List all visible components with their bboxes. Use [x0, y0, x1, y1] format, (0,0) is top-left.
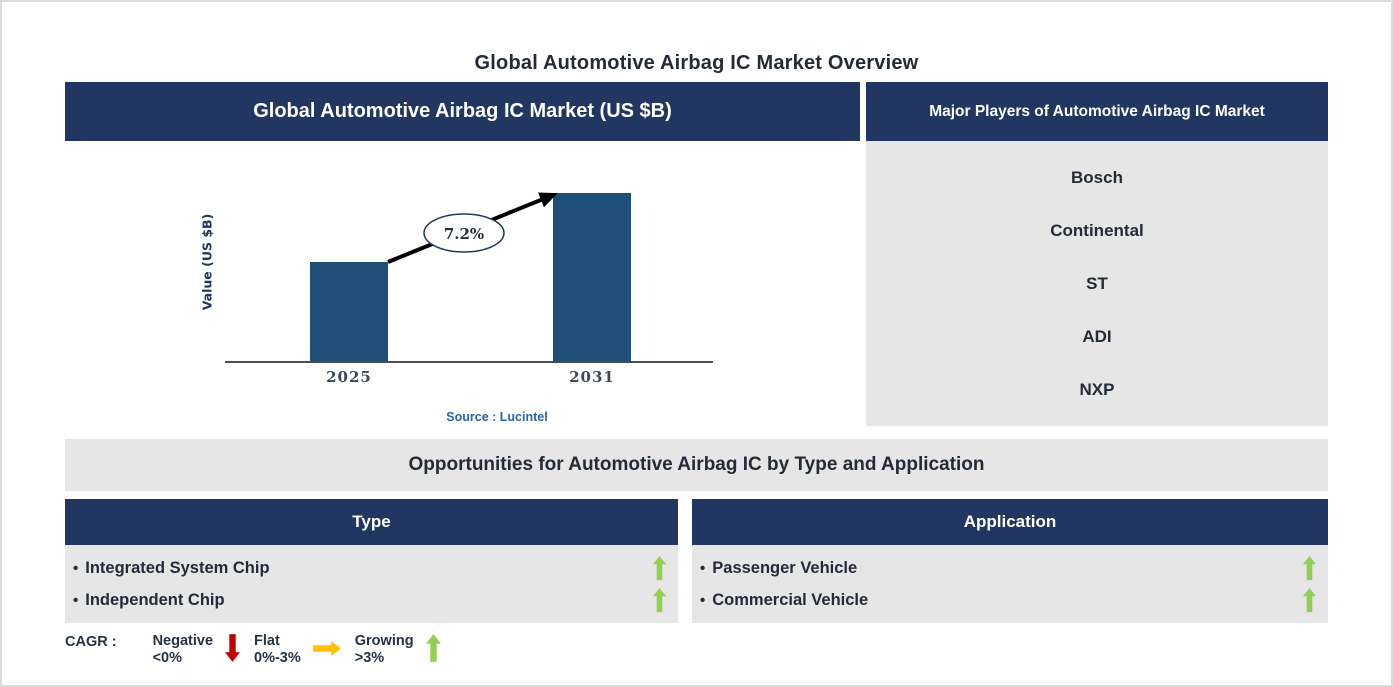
legend-entry-flat: Flat 0%-3% — [254, 633, 355, 667]
list-item: • Independent Chip — [73, 587, 668, 613]
chart-panel-header: Global Automotive Airbag IC Market (US $… — [65, 82, 860, 141]
bullet: • — [73, 591, 79, 609]
page-title: Global Automotive Airbag IC Market Overv… — [474, 52, 919, 74]
legend-range: 0%-3% — [254, 650, 301, 666]
list-item-label: Integrated System Chip — [85, 558, 270, 577]
application-header: Application — [692, 499, 1328, 545]
market-chart-column: Global Automotive Airbag IC Market (US $… — [65, 82, 860, 431]
flat-right-arrow-icon — [312, 641, 341, 656]
growing-up-arrow-icon — [1303, 555, 1316, 581]
type-column: Type • Integrated System Chip • Independ… — [65, 499, 678, 623]
bar-2025 — [310, 262, 388, 362]
growing-up-arrow-icon — [1303, 587, 1316, 613]
legend-label: Negative — [152, 633, 214, 649]
legend-range: <0% — [152, 650, 182, 666]
bullet: • — [700, 591, 706, 609]
players-list: Bosch Continental ST ADI NXP — [866, 141, 1328, 426]
opportunities-header: Opportunities for Automotive Airbag IC b… — [65, 439, 1328, 491]
growing-up-arrow-icon — [425, 634, 441, 662]
top-row: Global Automotive Airbag IC Market (US $… — [65, 82, 1328, 431]
cagr-ellipse — [423, 213, 505, 253]
growing-up-arrow-icon — [653, 587, 666, 613]
cagr-value: 7.2% — [444, 225, 484, 243]
legend-label: Flat — [254, 633, 280, 649]
legend-title: CAGR : — [65, 634, 117, 650]
major-players-column: Major Players of Automotive Airbag IC Ma… — [866, 82, 1328, 431]
player-name: ST — [1086, 273, 1108, 293]
players-panel-header: Major Players of Automotive Airbag IC Ma… — [866, 82, 1328, 141]
list-item-label: Independent Chip — [85, 590, 225, 609]
player-name: ADI — [1082, 326, 1112, 346]
bullet: • — [73, 559, 79, 577]
bar-2031 — [553, 193, 631, 362]
legend-range: >3% — [354, 650, 385, 666]
application-column: Application • Passenger Vehicle • Commer… — [692, 499, 1328, 623]
list-item: • Passenger Vehicle — [700, 555, 1318, 581]
legend-entry-negative: Negative <0% — [153, 633, 254, 667]
type-list: • Integrated System Chip • Independent C… — [65, 545, 678, 623]
legend-label: Growing — [354, 633, 414, 649]
x-axis-line — [225, 361, 713, 363]
list-item: • Commercial Vehicle — [700, 587, 1318, 613]
player-name: NXP — [1079, 379, 1115, 399]
list-item-label: Commercial Vehicle — [712, 590, 869, 609]
negative-down-arrow-icon — [225, 634, 241, 662]
cagr-annotation: 7.2% — [387, 192, 558, 264]
bullet: • — [700, 559, 706, 577]
type-header: Type — [65, 499, 678, 545]
list-item: • Integrated System Chip — [73, 555, 668, 581]
cagr-legend: CAGR : Negative <0% Flat 0%-3% Growing >… — [65, 633, 1328, 667]
application-list: • Passenger Vehicle • Commercial Vehicle — [692, 545, 1328, 623]
growing-up-arrow-icon — [653, 555, 666, 581]
opportunities-columns: Type • Integrated System Chip • Independ… — [65, 499, 1328, 623]
player-name: Continental — [1050, 220, 1144, 240]
source-note: Source : Lucintel — [446, 410, 548, 424]
legend-entry-growing: Growing >3% — [355, 633, 455, 667]
market-bar-chart: Value (US $B) 7.2% 2025 2031 Source — [65, 141, 860, 431]
x-tick-2031: 2031 — [569, 368, 615, 386]
x-tick-2025: 2025 — [326, 368, 372, 386]
list-item-label: Passenger Vehicle — [712, 558, 858, 577]
player-name: Bosch — [1071, 167, 1123, 187]
